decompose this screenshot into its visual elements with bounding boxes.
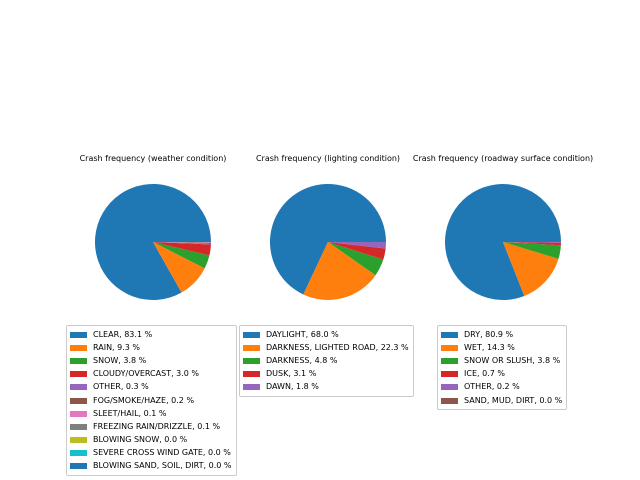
- legend-swatch: [70, 344, 87, 351]
- pie-slice: [95, 183, 211, 300]
- pie-slice: [153, 242, 210, 269]
- legend-item: DUSK, 3.1 %: [243, 368, 409, 381]
- legend-item: SNOW, 3.8 %: [70, 354, 232, 367]
- legend-swatch: [243, 384, 260, 391]
- chart-title: Crash frequency (roadway surface conditi…: [413, 154, 593, 163]
- legend-swatch: [441, 357, 458, 364]
- legend: CLEAR, 83.1 % RAIN, 9.3 % SNOW, 3.8 % CLOUD…: [66, 325, 237, 477]
- legend-label: DAWN, 1.8 %: [266, 382, 319, 392]
- legend-item: OTHER, 0.3 %: [70, 381, 232, 394]
- legend-swatch: [441, 384, 458, 391]
- legend-label: ICE, 0.7 %: [464, 369, 505, 379]
- legend-swatch: [70, 423, 87, 430]
- legend-item: SLEET/HAIL, 0.1 %: [70, 407, 232, 420]
- legend-item: SEVERE CROSS WIND GATE, 0.0 %: [70, 447, 232, 460]
- legend-swatch: [70, 384, 87, 391]
- legend-item: CLOUDY/OVERCAST, 3.0 %: [70, 368, 232, 381]
- legend-swatch: [243, 331, 260, 338]
- legend-swatch: [70, 331, 87, 338]
- legend-label: DRY, 80.9 %: [464, 329, 514, 339]
- pie-slice: [303, 242, 376, 301]
- legend-swatch: [441, 371, 458, 378]
- legend-swatch: [70, 437, 87, 444]
- legend-item: DAWN, 1.8 %: [243, 381, 409, 394]
- legend-label: DARKNESS, 4.8 %: [266, 355, 338, 365]
- pie-slice: [328, 242, 387, 249]
- pie-slice: [153, 242, 211, 244]
- pie-chart-1: Crash frequency (weather condition): [80, 154, 227, 300]
- legend-label: SEVERE CROSS WIND GATE, 0.0 %: [93, 448, 231, 458]
- chart-title: Crash frequency (weather condition): [80, 154, 227, 163]
- legend-swatch: [70, 450, 87, 457]
- legend: DAYLIGHT, 68.0 % DARKNESS, LIGHTED ROAD, …: [239, 325, 414, 397]
- legend-item: DARKNESS, 4.8 %: [243, 354, 409, 367]
- pie-slice: [153, 242, 211, 245]
- legend-label: CLEAR, 83.1 %: [93, 329, 153, 339]
- legend-label: SNOW, 3.8 %: [93, 355, 147, 365]
- legend-label: OTHER, 0.3 %: [93, 382, 149, 392]
- legend-swatch: [441, 344, 458, 351]
- legend-item: ICE, 0.7 %: [441, 368, 562, 381]
- legend-label: BLOWING SAND, SOIL, DIRT, 0.0 %: [93, 461, 232, 471]
- legend-swatch: [441, 331, 458, 338]
- legend-item: DAYLIGHT, 68.0 %: [243, 328, 409, 341]
- legend-item: DARKNESS, LIGHTED ROAD, 22.3 %: [243, 341, 409, 354]
- legend-label: OTHER, 0.2 %: [464, 382, 520, 392]
- legend-label: DARKNESS, LIGHTED ROAD, 22.3 %: [266, 342, 409, 352]
- legend-item: RAIN, 9.3 %: [70, 341, 232, 354]
- legend-swatch: [70, 410, 87, 417]
- legend-label: WET, 14.3 %: [464, 342, 515, 352]
- pie-slice: [270, 184, 386, 295]
- legend-item: DRY, 80.9 %: [441, 328, 562, 341]
- legend-swatch: [70, 397, 87, 404]
- legend-swatch: [70, 463, 87, 470]
- legend-swatch: [70, 371, 87, 378]
- legend-item: SAND, MUD, DIRT, 0.0 %: [441, 394, 562, 407]
- legend-label: FOG/SMOKE/HAZE, 0.2 %: [93, 395, 195, 405]
- legend-swatch: [243, 344, 260, 351]
- pie-slice: [444, 183, 561, 300]
- legend: DRY, 80.9 % WET, 14.3 % SNOW OR SLUSH, 3.8…: [437, 325, 568, 411]
- legend-item: FOG/SMOKE/HAZE, 0.2 %: [70, 394, 232, 407]
- chart-title: Crash frequency (lighting condition): [256, 154, 400, 163]
- legend-item: WET, 14.3 %: [441, 341, 562, 354]
- pie-chart-3: Crash frequency (roadway surface conditi…: [413, 154, 593, 300]
- legend-label: SNOW OR SLUSH, 3.8 %: [464, 355, 561, 365]
- pie-slice: [153, 242, 211, 256]
- pie-slice: [503, 242, 559, 296]
- legend-item: BLOWING SAND, SOIL, DIRT, 0.0 %: [70, 460, 232, 473]
- pie-slice: [503, 242, 561, 246]
- legend-label: CLOUDY/OVERCAST, 3.0 %: [93, 369, 200, 379]
- legend-item: SNOW OR SLUSH, 3.8 %: [441, 354, 562, 367]
- legend-swatch: [441, 397, 458, 404]
- legend-item: BLOWING SNOW, 0.0 %: [70, 434, 232, 447]
- legend-swatch: [70, 357, 87, 364]
- legend-label: SLEET/HAIL, 0.1 %: [93, 408, 167, 418]
- legend-label: DUSK, 3.1 %: [266, 369, 317, 379]
- pie-slice: [153, 242, 205, 293]
- legend-item: FREEZING RAIN/DRIZZLE, 0.1 %: [70, 420, 232, 433]
- pie-slice: [503, 242, 561, 259]
- legend-label: RAIN, 9.3 %: [93, 342, 141, 352]
- legend-item: CLEAR, 83.1 %: [70, 328, 232, 341]
- legend-label: SAND, MUD, DIRT, 0.0 %: [464, 395, 563, 405]
- pie-slice: [153, 242, 212, 243]
- legend-label: BLOWING SNOW, 0.0 %: [93, 435, 188, 445]
- pie-chart-2: Crash frequency (lighting condition): [256, 154, 400, 301]
- legend-swatch: [243, 371, 260, 378]
- pie-slice: [328, 242, 384, 276]
- legend-item: OTHER, 0.2 %: [441, 381, 562, 394]
- legend-label: FREEZING RAIN/DRIZZLE, 0.1 %: [93, 421, 221, 431]
- legend-swatch: [243, 357, 260, 364]
- legend-label: DAYLIGHT, 68.0 %: [266, 329, 339, 339]
- pie-slice: [503, 242, 562, 243]
- pie-slice: [328, 242, 386, 260]
